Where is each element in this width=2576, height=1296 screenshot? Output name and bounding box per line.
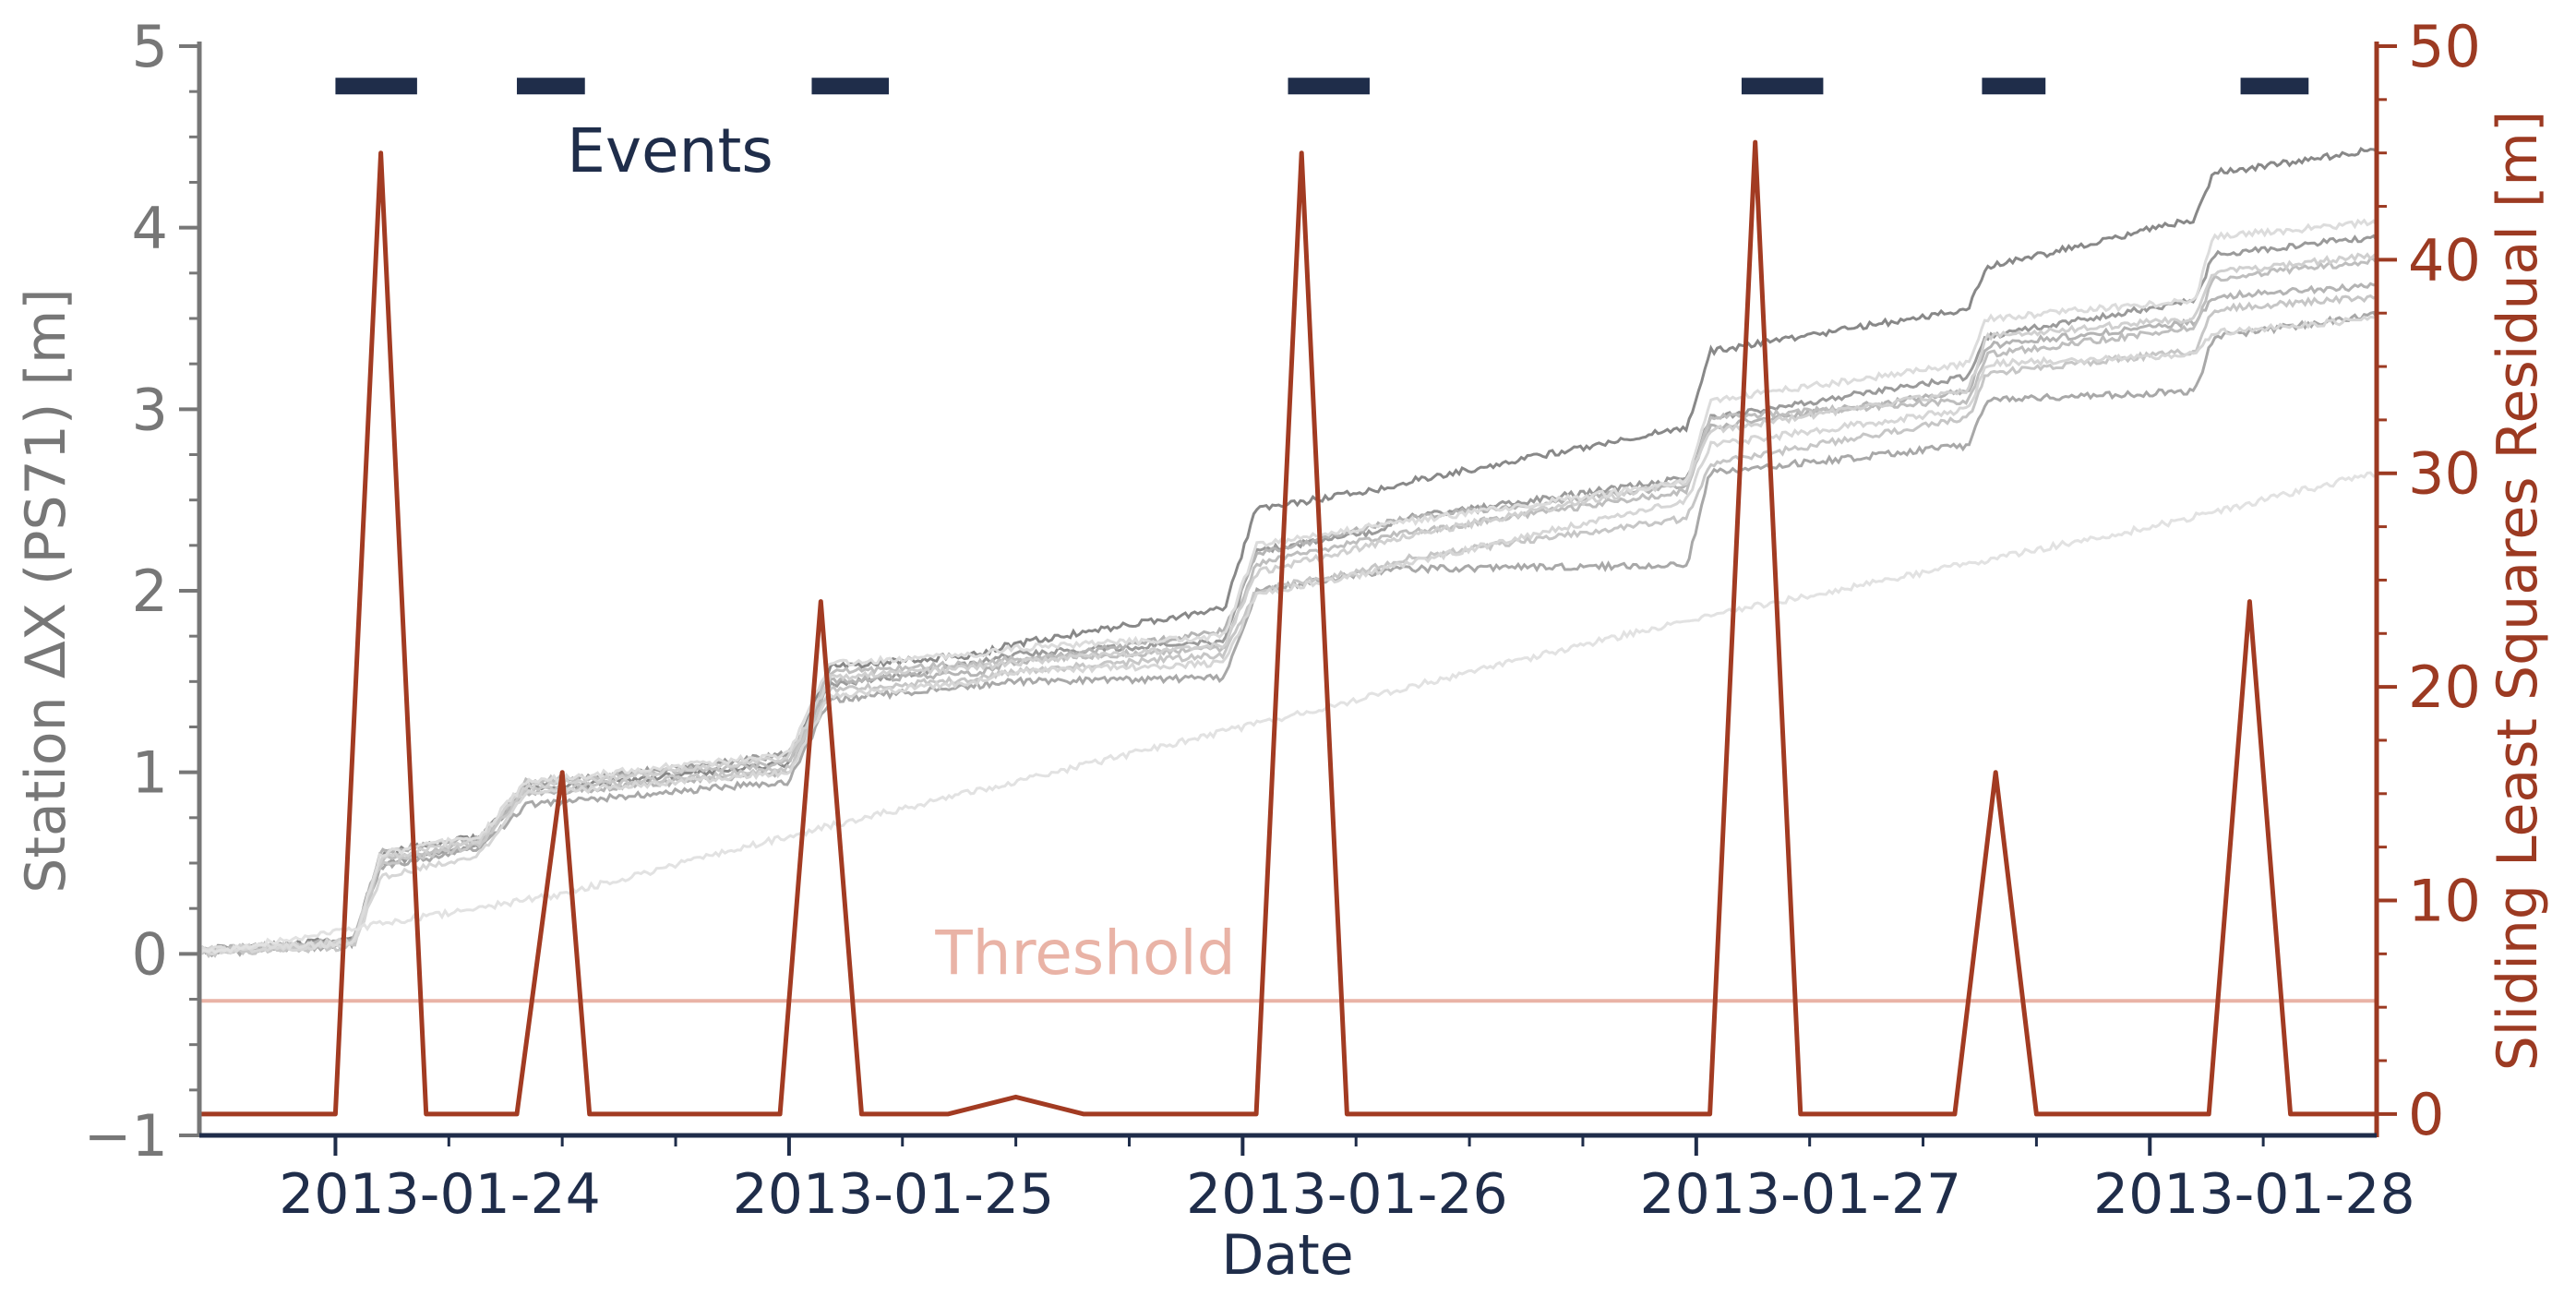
threshold-label: Threshold: [934, 918, 1235, 989]
station-series-line: [198, 471, 2378, 956]
y-tick-label: 4: [132, 195, 168, 262]
y2-tick-label: 10: [2408, 867, 2481, 934]
x-tick-label: 2013-01-27: [1639, 1162, 1961, 1227]
y2-tick-label: 30: [2408, 440, 2481, 508]
x-tick-label: 2013-01-24: [279, 1162, 601, 1227]
y2-axis-label: Sliding Least Squares Residual [m]: [2486, 111, 2550, 1072]
station-series-line: [198, 282, 2378, 954]
residual-group: [199, 139, 2377, 1117]
x-tick-label: 2013-01-28: [2093, 1162, 2415, 1227]
y-tick-label: 2: [132, 558, 168, 625]
residual-line: [199, 139, 2377, 1117]
y2-tick-label: 0: [2408, 1081, 2444, 1148]
events-label: Events: [567, 115, 773, 186]
station-series-line: [198, 146, 2378, 955]
y-tick-label: −1: [84, 1102, 168, 1170]
y-tick-label: 0: [132, 920, 168, 988]
y-tick-label: 1: [132, 739, 168, 807]
station-series-line: [198, 252, 2378, 954]
y2-tick-label: 20: [2408, 654, 2481, 721]
y2-tick-label: 40: [2408, 226, 2481, 294]
y-axis-label: Station ΔX (PS71) [m]: [14, 288, 78, 893]
x-axis-label: Date: [1221, 1223, 1353, 1288]
x-tick-label: 2013-01-26: [1186, 1162, 1508, 1227]
x-tick-label: 2013-01-25: [733, 1162, 1055, 1227]
station-series-group: [198, 146, 2378, 959]
station-series-line: [198, 234, 2378, 953]
y-tick-label: 5: [132, 13, 168, 80]
y-tick-label: 3: [132, 376, 168, 443]
y2-tick-label: 50: [2408, 13, 2481, 80]
station-series-line: [198, 257, 2378, 956]
